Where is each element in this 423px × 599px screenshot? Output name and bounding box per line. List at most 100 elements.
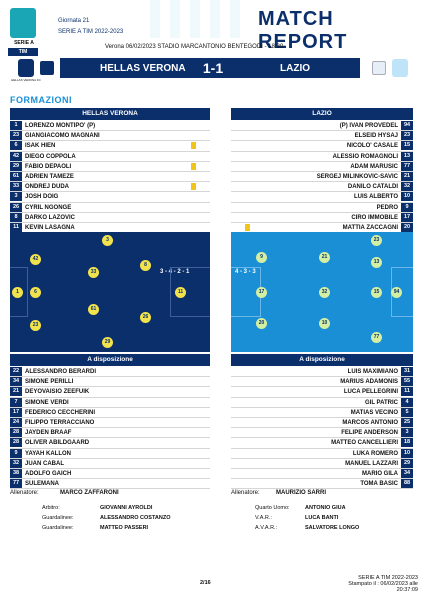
pitch-player-marker: 23: [371, 235, 382, 246]
player-number: 15: [401, 141, 413, 151]
player-number: 23: [10, 131, 22, 141]
player-row: 9 YAYAH KALLON: [10, 448, 210, 459]
player-row: 24 FILIPPO TERRACCIANO: [10, 417, 210, 429]
player-row: 77 ADAM MARUSIC: [231, 161, 413, 172]
player-number: 77: [10, 479, 22, 489]
player-name: ELSEID HYSAJ: [354, 133, 398, 140]
player-number: 24: [10, 417, 22, 427]
player-row: 6 ISAK HIEN: [10, 141, 210, 152]
player-row: 94 (P) IVAN PROVEDEL: [231, 121, 413, 132]
home-pitch: 3 - 4 - 2 - 1 1 42 6 23 33 61 3 29 8 26 11: [10, 232, 210, 352]
away-coach-label: Allenatore:: [231, 490, 260, 496]
player-row: 17 CIRO IMMOBILE: [231, 212, 413, 223]
away-coach: MAURIZIO SARRI: [276, 490, 326, 496]
footer-info: SERIE A TIM 2022-2023 Stampato il : 06/0…: [340, 575, 418, 593]
pitch-player-marker: 3: [102, 235, 113, 246]
player-name: OLIVER ABILDGAARD: [25, 440, 90, 447]
player-row: 10 LUKA ROMERO: [231, 448, 413, 459]
player-row: 9 PEDRO: [231, 202, 413, 213]
pitch-player-marker: 11: [175, 287, 186, 298]
player-number: 9: [401, 202, 413, 212]
away-formation: 4 - 3 - 3: [235, 269, 256, 275]
pitch-player-marker: 15: [371, 287, 382, 298]
player-number: 7: [10, 397, 22, 407]
home-team-name: HELLAS VERONA: [100, 63, 186, 74]
competition-label: SERIE A TIM 2022-2023: [58, 29, 124, 35]
player-number: 8: [10, 212, 22, 222]
pitch-player-marker: 32: [319, 287, 330, 298]
player-number: 13: [401, 151, 413, 161]
fourth-official-label: Quarto Uomo:: [255, 505, 290, 511]
player-number: 32: [401, 182, 413, 192]
avar: SALVATORE LONGO: [305, 525, 360, 531]
player-name: SULEMANA: [25, 481, 59, 488]
home-bench-list: 22 ALESSANDRO BERARDI 34 SIMONE PERILLI 21 DE…: [10, 367, 210, 490]
player-row: 28 OLIVER ABILDGAARD: [10, 438, 210, 449]
player-number: 20: [401, 222, 413, 232]
away-starters-list: 94 (P) IVAN PROVEDEL 23 ELSEID HYSAJ 15 NICOL…: [231, 121, 413, 234]
hellas-verona-badge: [18, 59, 34, 77]
player-row: 61 ADRIEN TAMEZE: [10, 171, 210, 183]
player-row: 1 LORENZO MONTIPO' (P): [10, 121, 210, 132]
pitch-player-marker: 23: [30, 320, 41, 331]
player-name: LORENZO MONTIPO' (P): [25, 123, 96, 129]
player-row: 21 DEYOVAISIO ZEEFUIK: [10, 387, 210, 398]
away-pitch: 4 - 3 - 3 94 13 15 77 23 9 32 17 21 20 10: [231, 232, 413, 352]
player-row: 42 DIEGO COPPOLA: [10, 151, 210, 162]
player-number: 17: [401, 212, 413, 222]
player-row: 3 FELIPE ANDERSON: [231, 428, 413, 439]
player-row: 7 SIMONE VERDI: [10, 397, 210, 408]
player-number: 21: [10, 387, 22, 397]
pitch-player-marker: 8: [140, 260, 151, 271]
player-row: 15 NICOLO' CASALE: [231, 141, 413, 152]
pitch-player-marker: 94: [391, 287, 402, 298]
player-row: 31 LUIS MAXIMIANO: [231, 367, 413, 378]
hellas-verona-logo-text: HELLAS VERONA FC: [11, 78, 41, 82]
player-number: 22: [10, 367, 22, 376]
player-name: FABIO DEPAOLI: [25, 163, 72, 170]
pitch-player-marker: 17: [256, 287, 267, 298]
player-name: TOMA BASIC: [360, 481, 398, 488]
player-name: MARCOS ANTONIO: [342, 419, 398, 426]
pitch-player-marker: 10: [319, 318, 330, 329]
player-name: JOSH DOIG: [25, 194, 59, 201]
player-number: 42: [10, 151, 22, 161]
player-row: 33 ONDREJ DUDA: [10, 182, 210, 193]
serie-a-logo-text: SERIE A: [14, 40, 34, 46]
player-row: 17 FEDERICO CECCHERINI: [10, 407, 210, 418]
player-name: DEYOVAISIO ZEEFUIK: [25, 389, 90, 396]
player-name: ALESSANDRO BERARDI: [25, 369, 97, 375]
player-number: 28: [10, 438, 22, 448]
player-name: SIMONE VERDI: [25, 399, 69, 406]
player-row: 32 JUAN CABAL: [10, 458, 210, 469]
player-name: LUIS ALBERTO: [353, 194, 398, 201]
player-number: 55: [401, 377, 413, 387]
player-row: 29 MANUEL LAZZARI: [231, 458, 413, 469]
player-row: 29 FABIO DEPAOLI: [10, 161, 210, 172]
player-name: YAYAH KALLON: [25, 450, 72, 457]
player-name: GIL PATRIC: [365, 399, 398, 406]
pitch-player-marker: 20: [256, 318, 267, 329]
linesman2: MATTEO PASSERI: [100, 525, 149, 531]
home-coach: MARCO ZAFFARONI: [60, 490, 119, 496]
yellow-card-icon: [245, 223, 250, 231]
player-number: 11: [401, 387, 413, 397]
referee: GIOVANNI AYROLDI: [100, 505, 153, 511]
player-number: 4: [401, 397, 413, 407]
player-row: 8 DARKO LAZOVIC: [10, 212, 210, 223]
player-name: (P) IVAN PROVEDEL: [339, 123, 398, 129]
player-name: NICOLO' CASALE: [346, 143, 398, 150]
player-name: PEDRO: [376, 204, 398, 211]
pitch-player-marker: 61: [88, 304, 99, 315]
player-row: 23 ELSEID HYSAJ: [231, 131, 413, 142]
home-formation: 3 - 4 - 2 - 1: [160, 269, 190, 275]
player-name: FILIPPO TERRACCIANO: [25, 419, 95, 426]
away-team-name: LAZIO: [280, 63, 310, 74]
player-name: LUCA PELLEGRINI: [343, 389, 398, 396]
linesman1-label: Guardalinee:: [42, 515, 74, 521]
pitch-player-marker: 33: [88, 267, 99, 278]
pitch-player-marker: 6: [30, 287, 41, 298]
fourth-official: ANTONIO GIUA: [305, 505, 346, 511]
match-info: Verona 06/02/2023 STADIO MARCANTONIO BEN…: [105, 44, 284, 50]
player-name: ONDREJ DUDA: [25, 184, 70, 191]
